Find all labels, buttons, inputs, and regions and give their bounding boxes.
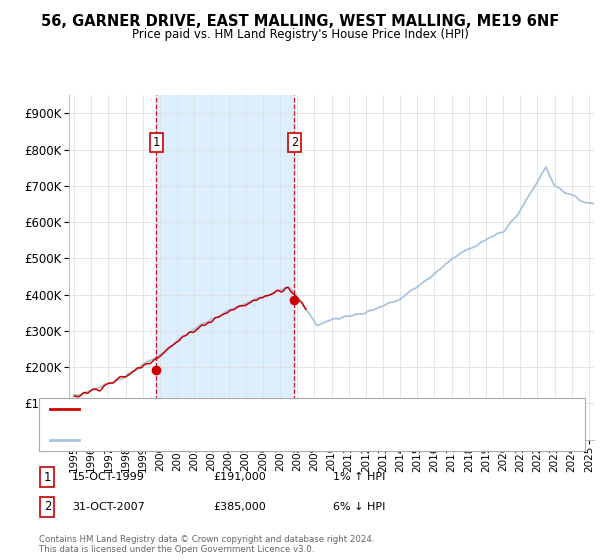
Bar <box>157 95 294 440</box>
Text: 6% ↓ HPI: 6% ↓ HPI <box>333 502 385 512</box>
Text: 1% ↑ HPI: 1% ↑ HPI <box>333 472 385 482</box>
Text: 2: 2 <box>291 136 298 149</box>
Text: £385,000: £385,000 <box>213 502 266 512</box>
Text: Price paid vs. HM Land Registry's House Price Index (HPI): Price paid vs. HM Land Registry's House … <box>131 28 469 41</box>
Text: 31-OCT-2007: 31-OCT-2007 <box>72 502 145 512</box>
Text: 2: 2 <box>44 500 51 514</box>
Text: £191,000: £191,000 <box>213 472 266 482</box>
Text: HPI: Average price, detached house, Tonbridge and Malling: HPI: Average price, detached house, Tonb… <box>85 435 379 445</box>
Text: 1: 1 <box>153 136 160 149</box>
Text: Contains HM Land Registry data © Crown copyright and database right 2024.
This d: Contains HM Land Registry data © Crown c… <box>39 535 374 554</box>
Text: 1: 1 <box>44 470 51 484</box>
Text: 56, GARNER DRIVE, EAST MALLING, WEST MALLING, ME19 6NF: 56, GARNER DRIVE, EAST MALLING, WEST MAL… <box>41 14 559 29</box>
Text: 15-OCT-1999: 15-OCT-1999 <box>72 472 145 482</box>
Text: 56, GARNER DRIVE, EAST MALLING, WEST MALLING, ME19 6NF (detached house): 56, GARNER DRIVE, EAST MALLING, WEST MAL… <box>85 404 489 414</box>
